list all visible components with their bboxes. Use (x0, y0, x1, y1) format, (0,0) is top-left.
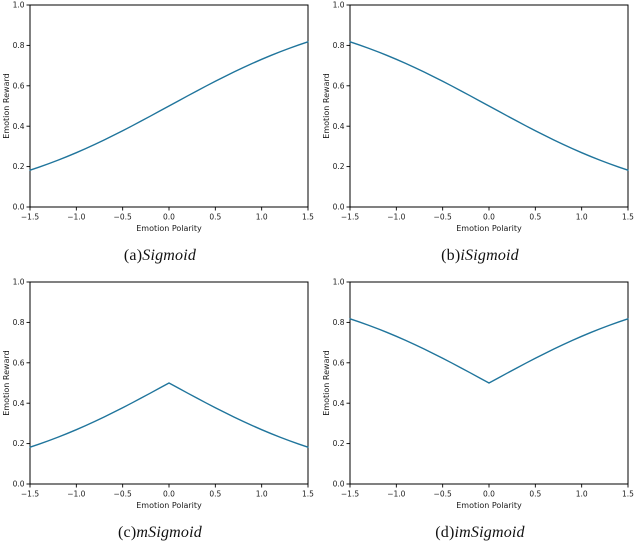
x-tick-label: −1.0 (67, 490, 85, 499)
axes-spines (349, 4, 629, 208)
x-tick-label: 0.5 (529, 213, 541, 222)
y-tick-label: 0.2 (333, 439, 345, 448)
caption-name: mSigmoid (136, 524, 202, 541)
x-tick-label: 1.5 (622, 213, 634, 222)
x-tick-label: 0.5 (209, 490, 221, 499)
x-tick-label: 1.0 (256, 213, 268, 222)
caption-b: (b) iSigmoid (320, 235, 640, 277)
curve-line (29, 382, 309, 448)
y-axis-label: Emotion Reward (322, 350, 331, 415)
y-tick-label: 0.0 (333, 203, 345, 212)
y-tick-label: 0.4 (13, 122, 25, 131)
y-axis-label: Emotion Reward (2, 350, 11, 415)
y-tick-label: 0.4 (333, 122, 345, 131)
x-tick-label: 0.0 (163, 213, 175, 222)
y-tick-label: 0.8 (333, 41, 345, 50)
y-tick-label: 0.0 (13, 203, 25, 212)
subplot-a: −1.5 −1.0 −0.5 0.0 0.5 1.0 1.5 0.0 0.2 0.4 0.6 0.8 1… (0, 0, 320, 277)
y-tick-label: 1.0 (13, 278, 25, 287)
x-axis-label: Emotion Polarity (136, 501, 202, 510)
x-tick-label: −1.5 (341, 490, 359, 499)
y-tick-label: 1.0 (333, 278, 345, 287)
y-tick-label: 0.2 (333, 162, 345, 171)
caption-prefix: (a) (123, 247, 143, 264)
x-tick-label: 0.0 (483, 490, 495, 499)
y-tick-label: 0.8 (13, 41, 25, 50)
x-tick-label: 0.5 (529, 490, 541, 499)
y-tick-label: 0.8 (13, 318, 25, 327)
plot-sigmoid: −1.5 −1.0 −0.5 0.0 0.5 1.0 1.5 0.0 0.2 0.4 0.6 0.8 1… (2, 1, 314, 233)
caption-d: (d) imSigmoid (320, 512, 640, 554)
x-tick-label: 0.0 (483, 213, 495, 222)
x-tick-label: −1.5 (21, 490, 39, 499)
x-tick-label: −0.5 (434, 490, 452, 499)
x-tick-label: 1.5 (622, 490, 634, 499)
subplot-b: −1.5 −1.0 −0.5 0.0 0.5 1.0 1.5 0.0 0.2 0.4 0.6 0.8 1… (320, 0, 640, 277)
y-axis-label: Emotion Reward (322, 73, 331, 138)
axes-spines (349, 281, 629, 485)
y-tick-label: 0.0 (13, 480, 25, 489)
x-tick-label: 1.0 (576, 213, 588, 222)
y-tick-label: 0.4 (333, 399, 345, 408)
x-axis-label: Emotion Polarity (456, 501, 522, 510)
plot-imsigmoid: −1.5 −1.0 −0.5 0.0 0.5 1.0 1.5 0.0 0.2 0.4 0.6 0.8 1… (322, 278, 634, 510)
subplot-c: −1.5 −1.0 −0.5 0.0 0.5 1.0 1.5 0.0 0.2 0.4 0.6 0.8 1… (0, 277, 320, 554)
x-tick-label: 0.5 (209, 213, 221, 222)
y-axis-label: Emotion Reward (2, 73, 11, 138)
x-tick-label: 1.0 (256, 490, 268, 499)
y-tick-label: 0.4 (13, 399, 25, 408)
caption-c: (c) mSigmoid (0, 512, 320, 554)
y-tick-label: 0.6 (333, 81, 345, 90)
subplot-d: −1.5 −1.0 −0.5 0.0 0.5 1.0 1.5 0.0 0.2 0.4 0.6 0.8 1… (320, 277, 640, 554)
y-tick-label: 0.6 (13, 358, 25, 367)
x-tick-label: −1.5 (21, 213, 39, 222)
x-tick-label: −1.5 (341, 213, 359, 222)
x-tick-label: 0.0 (163, 490, 175, 499)
y-tick-label: 0.6 (13, 81, 25, 90)
caption-name: iSigmoid (460, 247, 519, 264)
y-tick-label: 0.8 (333, 318, 345, 327)
x-axis-label: Emotion Polarity (456, 224, 522, 233)
x-tick-label: −0.5 (114, 213, 132, 222)
caption-prefix: (d) (435, 524, 455, 541)
y-tick-label: 0.2 (13, 439, 25, 448)
caption-a: (a) Sigmoid (0, 235, 320, 277)
y-tick-label: 0.6 (333, 358, 345, 367)
caption-name: Sigmoid (142, 247, 197, 264)
x-tick-label: −0.5 (114, 490, 132, 499)
x-tick-label: −1.0 (387, 490, 405, 499)
x-tick-label: 1.5 (302, 213, 314, 222)
caption-prefix: (c) (118, 524, 137, 541)
axes-spines (29, 281, 309, 485)
curve-line (349, 318, 629, 384)
caption-prefix: (b) (441, 247, 461, 264)
x-tick-label: −1.0 (67, 213, 85, 222)
y-tick-label: 1.0 (333, 1, 345, 10)
axes-spines (29, 4, 309, 208)
y-tick-label: 1.0 (13, 1, 25, 10)
x-tick-label: −1.0 (387, 213, 405, 222)
x-tick-label: 1.0 (576, 490, 588, 499)
curve-line (349, 41, 629, 171)
y-tick-label: 0.0 (333, 480, 345, 489)
caption-name: imSigmoid (454, 524, 525, 541)
plot-isigmoid: −1.5 −1.0 −0.5 0.0 0.5 1.0 1.5 0.0 0.2 0.4 0.6 0.8 1… (322, 1, 634, 233)
x-tick-label: −0.5 (434, 213, 452, 222)
x-axis-label: Emotion Polarity (136, 224, 202, 233)
y-tick-label: 0.2 (13, 162, 25, 171)
plot-msigmoid: −1.5 −1.0 −0.5 0.0 0.5 1.0 1.5 0.0 0.2 0.4 0.6 0.8 1… (2, 278, 314, 510)
x-tick-label: 1.5 (302, 490, 314, 499)
curve-line (29, 41, 309, 171)
